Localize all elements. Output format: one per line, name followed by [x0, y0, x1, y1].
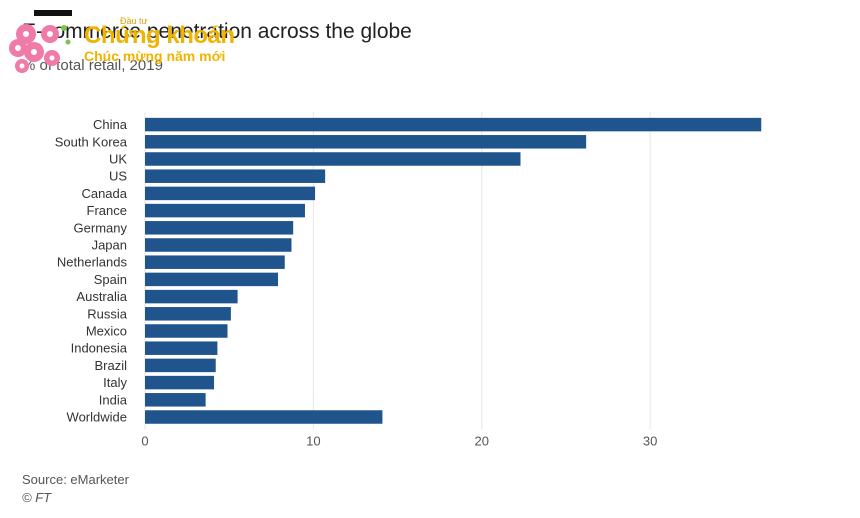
bar-russia	[145, 307, 231, 321]
watermark-bar	[34, 10, 72, 16]
category-label: Canada	[81, 186, 127, 201]
category-label: Russia	[87, 306, 128, 321]
x-tick-label: 0	[141, 434, 148, 449]
bar-netherlands	[145, 255, 285, 269]
watermark-logo: Đầu tư Chứng khoán Chúc mừng năm mới	[4, 6, 235, 74]
bar-germany	[145, 221, 294, 235]
category-label: Netherlands	[57, 255, 128, 270]
category-label: Japan	[92, 238, 127, 253]
category-label: Germany	[74, 220, 128, 235]
watermark-title: Chứng khoán	[84, 22, 235, 49]
category-label: Indonesia	[71, 341, 128, 356]
watermark-small-text: Đầu tư	[120, 16, 148, 26]
category-label: India	[99, 392, 128, 407]
category-label: US	[109, 169, 127, 184]
bar-us	[145, 169, 326, 183]
bar-uk	[145, 152, 521, 166]
watermark-subtitle: Chúc mừng năm mới	[84, 48, 226, 64]
credit-note: © FT	[22, 490, 52, 505]
bar-worldwide	[145, 410, 383, 424]
category-label: Australia	[76, 289, 127, 304]
bar-france	[145, 203, 305, 218]
x-tick-label: 20	[475, 434, 489, 449]
bar-china	[145, 117, 762, 132]
chart-title: E-commerce penetration across the globe	[22, 20, 412, 43]
bar-canada	[145, 186, 316, 201]
bar-italy	[145, 375, 215, 390]
category-label: UK	[109, 152, 127, 167]
category-label: Mexico	[86, 324, 127, 339]
x-tick-label: 30	[643, 434, 657, 449]
source-note: Source: eMarketer	[22, 472, 129, 487]
category-label: South Korea	[55, 134, 128, 149]
x-tick-label: 10	[306, 434, 320, 449]
category-label: France	[87, 203, 127, 218]
category-label: China	[93, 117, 128, 132]
category-label: Brazil	[94, 358, 127, 373]
bar-india	[145, 393, 206, 407]
category-label: Worldwide	[67, 410, 127, 425]
category-label: Italy	[103, 375, 127, 390]
bar-brazil	[145, 358, 216, 373]
bar-australia	[145, 289, 238, 304]
bar-spain	[145, 272, 279, 287]
bar-south-korea	[145, 135, 587, 149]
bar-mexico	[145, 324, 228, 338]
category-label: Spain	[94, 272, 127, 287]
bar-japan	[145, 238, 292, 252]
blossom-icon	[9, 24, 71, 73]
bar-indonesia	[145, 341, 218, 355]
